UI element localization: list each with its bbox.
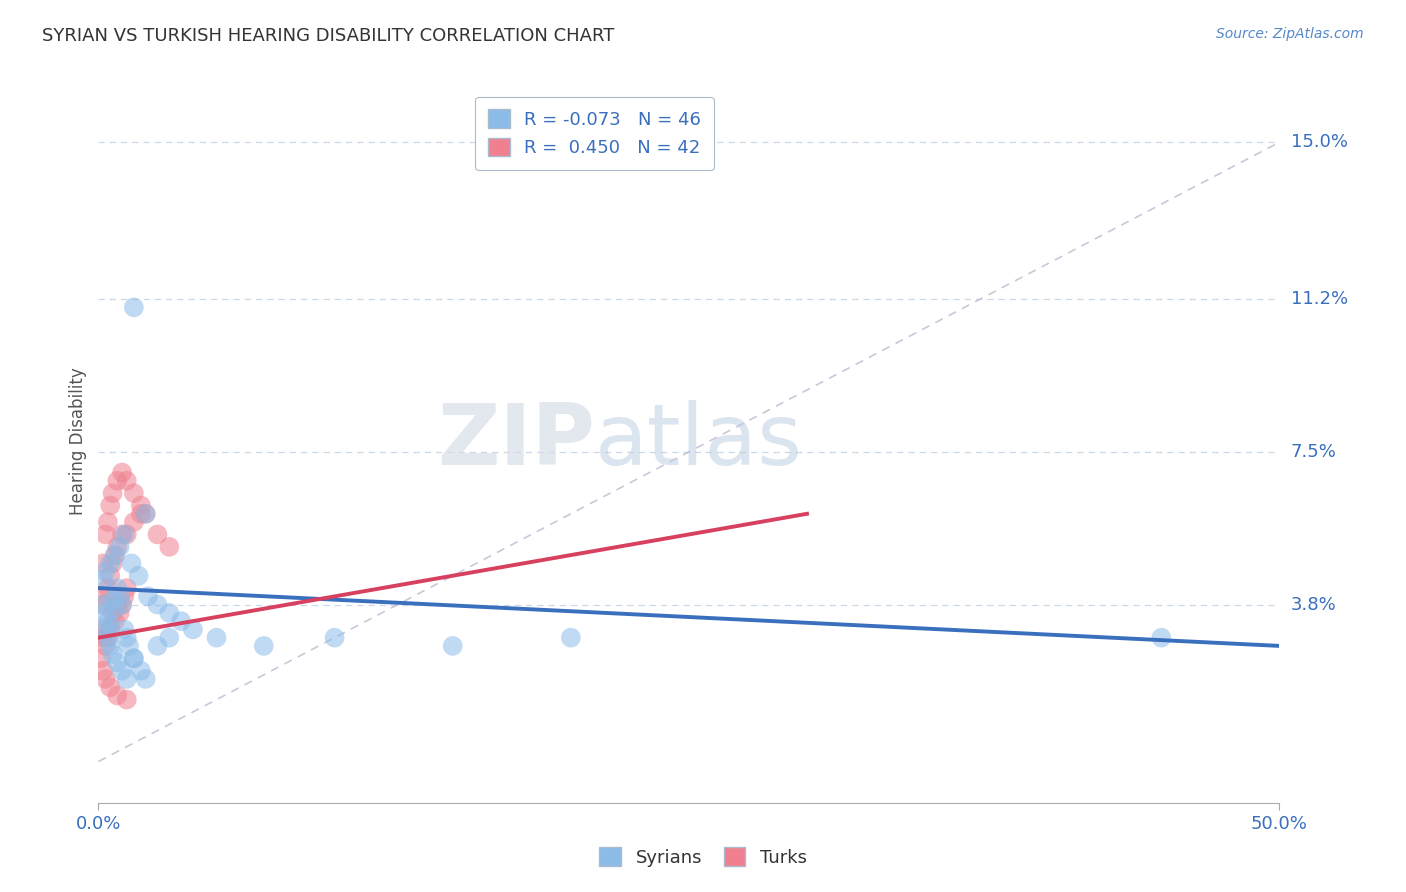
Point [97,631,120,645]
Point [135,507,157,521]
Point [91,557,114,571]
Point [90,651,112,665]
Point [97,631,120,645]
Point [146,527,169,541]
Point [146,598,169,612]
Point [112,590,135,604]
Point [105,598,128,612]
Point [97,614,120,628]
Point [108,606,131,620]
Point [115,474,138,488]
Point [115,692,138,706]
Point [253,639,276,653]
Point [115,527,138,541]
Point [111,598,134,612]
Point [98,568,121,582]
Text: 7.5%: 7.5% [1291,442,1337,461]
Point [101,606,124,620]
Point [101,486,124,500]
Point [98,639,121,653]
Point [1150,631,1173,645]
Point [98,623,121,637]
Point [129,507,152,521]
Text: ZIP: ZIP [437,400,595,483]
Point [115,672,138,686]
Point [122,486,145,500]
Point [112,527,135,541]
Point [94,590,117,604]
Point [104,601,127,615]
Point [170,614,193,628]
Point [128,568,150,582]
Point [90,623,112,637]
Point [105,656,128,670]
Point [91,573,114,587]
Point [157,540,180,554]
Point [112,623,135,637]
Point [104,614,127,628]
Point [111,598,134,612]
Point [94,527,117,541]
Point [115,581,138,595]
Point [91,631,114,645]
Point [121,557,143,571]
Point [122,301,145,315]
Point [97,515,120,529]
Point [129,499,152,513]
Point [118,639,141,653]
Text: 11.2%: 11.2% [1291,290,1348,308]
Point [101,647,124,661]
Point [94,606,117,620]
Point [101,557,124,571]
Point [205,631,228,645]
Text: SYRIAN VS TURKISH HEARING DISABILITY CORRELATION CHART: SYRIAN VS TURKISH HEARING DISABILITY COR… [42,27,614,45]
Point [136,590,159,604]
Point [122,651,145,665]
Point [111,664,134,678]
Point [104,548,127,562]
Text: Source: ZipAtlas.com: Source: ZipAtlas.com [1216,27,1364,41]
Point [441,639,464,653]
Legend: R = -0.073   N = 46, R =  0.450   N = 42: R = -0.073 N = 46, R = 0.450 N = 42 [475,96,714,169]
Point [98,499,121,513]
Point [105,581,128,595]
Legend: Syrians, Turks: Syrians, Turks [592,840,814,874]
Point [94,623,117,637]
Point [105,689,128,703]
Point [146,639,169,653]
Point [105,474,128,488]
Text: 3.8%: 3.8% [1291,596,1336,614]
Point [111,466,134,480]
Point [98,557,121,571]
Text: 15.0%: 15.0% [1291,133,1347,152]
Point [97,581,120,595]
Point [94,672,117,686]
Point [122,651,145,665]
Point [101,593,124,607]
Point [91,598,114,612]
Point [108,590,131,604]
Point [91,664,114,678]
Point [91,598,114,612]
Point [181,623,204,637]
Point [157,631,180,645]
Point [98,618,121,632]
Point [135,507,157,521]
Point [560,631,582,645]
Point [135,672,157,686]
Point [111,527,134,541]
Point [94,565,117,579]
Point [122,515,145,529]
Point [98,680,121,694]
Point [105,540,128,554]
Point [129,664,152,678]
Point [108,540,131,554]
Point [323,631,346,645]
Point [104,548,127,562]
Y-axis label: Hearing Disability: Hearing Disability [69,368,87,516]
Point [115,631,138,645]
Point [94,639,117,653]
Point [157,606,180,620]
Text: atlas: atlas [595,400,803,483]
